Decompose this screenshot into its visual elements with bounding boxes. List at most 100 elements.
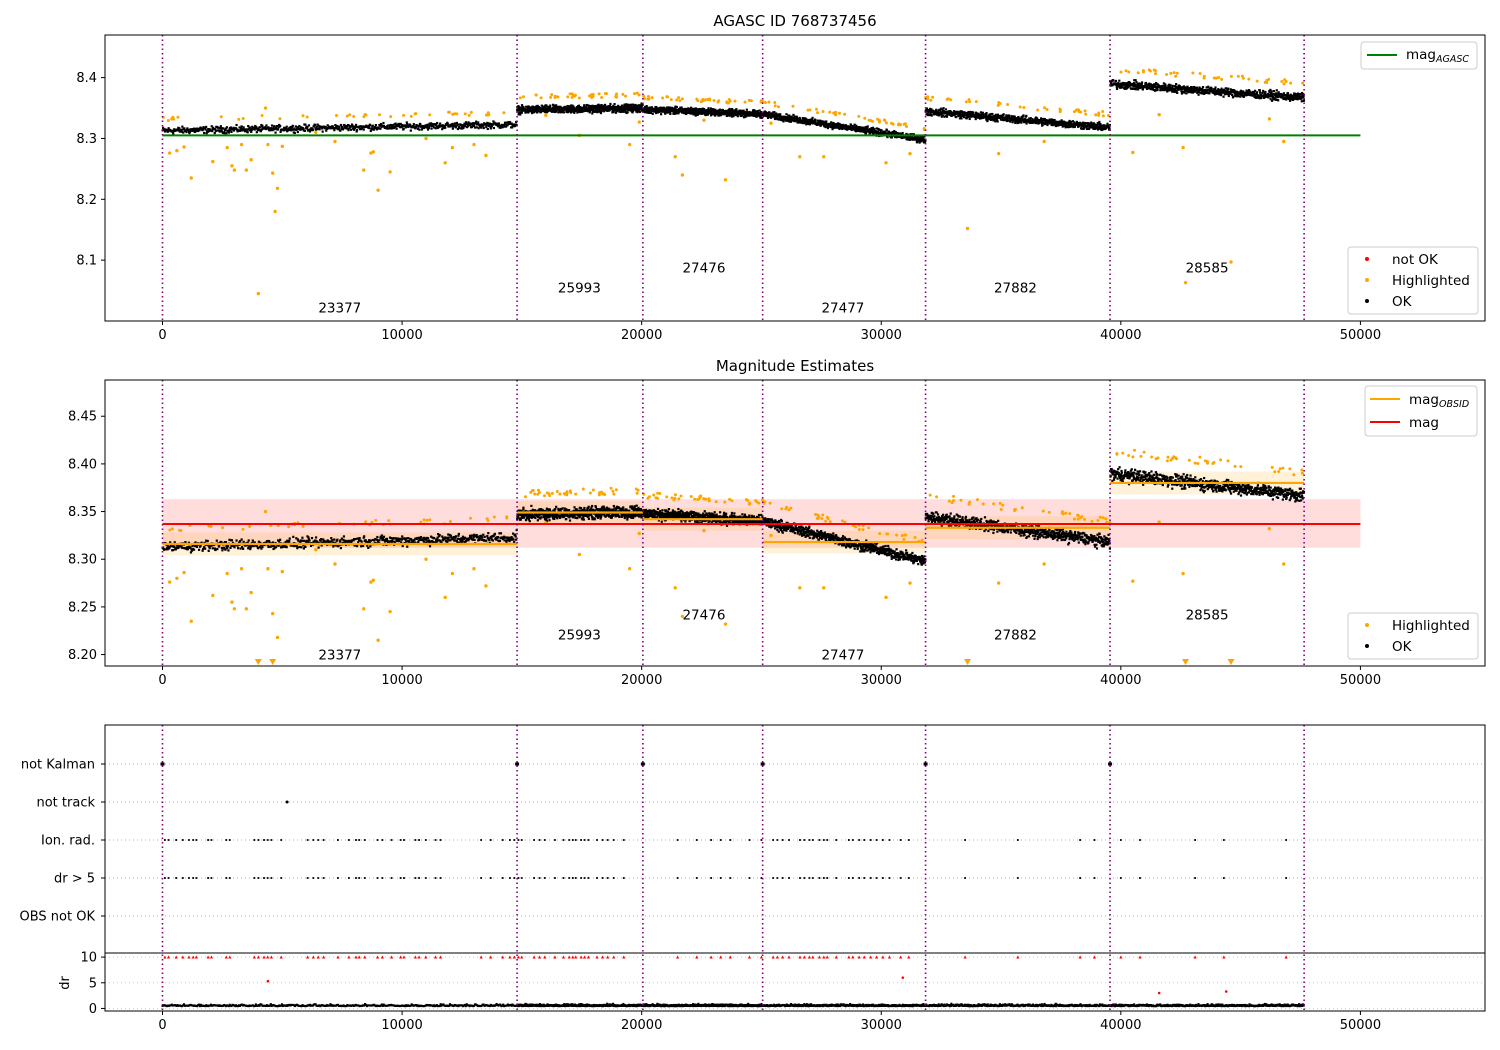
p1-ok-point	[318, 128, 321, 131]
p2-ok-point	[220, 541, 223, 544]
p1-ok-point	[1121, 85, 1124, 88]
p1-ok-point	[1282, 92, 1286, 95]
p1-ok-point	[929, 107, 932, 110]
p1-ok-point	[934, 111, 937, 114]
p1-ok-point	[694, 113, 698, 117]
p1-ok-point	[651, 112, 654, 115]
p1-ok-point	[1219, 89, 1222, 92]
p1-ok-point	[886, 136, 889, 139]
p1-ok-point	[214, 129, 217, 133]
p1-ok-point	[265, 124, 268, 127]
p1-highlighted-point-8	[239, 142, 244, 147]
p1-highlighted-fringe	[767, 100, 771, 104]
p1-ok-point	[941, 112, 944, 115]
p1-ok-point	[972, 112, 975, 115]
p1-ok-point	[1231, 88, 1234, 92]
p1-ok-point	[171, 130, 174, 134]
p2-ok-point	[203, 546, 206, 549]
p1-ytick-label-1: 8.2	[76, 193, 97, 208]
p1-ok-point	[993, 117, 996, 120]
p1-ok-point	[300, 126, 303, 129]
p1-ok-point	[210, 125, 213, 128]
p1-highlighted-point-32	[627, 142, 632, 147]
p1-ok-point	[1269, 98, 1272, 101]
p1-highlighted-fringe	[1240, 74, 1244, 78]
p1-ok-point	[593, 110, 597, 113]
p2-ok-point	[368, 539, 371, 542]
p2-ok-point	[267, 545, 270, 549]
p1-ok-point	[467, 121, 470, 124]
p1-ok-point	[270, 124, 274, 127]
p1-ok-point	[1245, 89, 1248, 92]
p1-ok-point	[253, 126, 256, 129]
p2-ok-point	[173, 545, 176, 549]
p1-ok-point	[819, 124, 822, 127]
p1-ok-point	[224, 128, 227, 131]
p1-highlighted-fringe	[677, 96, 681, 100]
p2-ok-point	[265, 541, 268, 544]
p1-ok-point	[1253, 95, 1256, 99]
p1-ok-point	[589, 105, 592, 108]
p2-ok-point	[239, 540, 242, 543]
p1-ok-point	[491, 123, 494, 126]
p1-ok-point	[915, 141, 919, 144]
p1-ok-point	[752, 111, 755, 114]
p1-highlighted-fringe	[964, 100, 968, 104]
p2-ok-point	[249, 546, 252, 549]
p2-ok-point	[166, 548, 169, 551]
p1-ok-point	[1298, 93, 1302, 96]
p2-ok-point	[190, 548, 193, 551]
p2-ok-point	[301, 536, 304, 539]
p1-ok-point	[1289, 93, 1292, 96]
p1-ok-point	[1241, 92, 1244, 95]
p1-highlighted-point-43	[965, 226, 970, 231]
p1-highlighted-fringe	[931, 95, 935, 99]
p1-ok-point	[436, 121, 439, 125]
p1-ok-point	[1171, 87, 1174, 90]
p1-ok-point	[792, 113, 795, 117]
p1-ok-point	[474, 126, 477, 129]
p1-ok-point	[1099, 123, 1102, 126]
p1-ok-point	[943, 115, 946, 118]
p1-ok-point	[391, 124, 395, 127]
p1-highlighted-fringe	[1101, 114, 1105, 118]
p1-highlighted-fringe	[996, 103, 1000, 107]
p1-ok-point	[1072, 123, 1075, 126]
p2-ok-point	[281, 544, 284, 548]
p1-ok-point	[1175, 89, 1178, 93]
p1-ok-point	[930, 114, 933, 117]
p1-ok-point	[1126, 82, 1129, 85]
p1-ok-point	[734, 113, 737, 117]
p1-highlighted-fringe	[834, 113, 838, 117]
p1-ok-point	[612, 104, 615, 107]
p1-ok-point	[1038, 121, 1041, 124]
p1-ok-point	[1262, 89, 1265, 93]
p1-ok-point	[496, 122, 499, 126]
p1-highlighted-fringe	[773, 104, 777, 108]
p1-ok-point	[1022, 121, 1026, 124]
p1-ok-point	[903, 136, 906, 139]
p1-ok-point	[520, 104, 524, 107]
p1-ok-point	[916, 136, 919, 139]
p2-ok-point	[184, 540, 187, 544]
p2-ok-point	[248, 544, 251, 548]
p1-ok-point	[427, 126, 431, 130]
p2-ok-point	[251, 539, 254, 542]
p1-ok-point	[1140, 83, 1143, 86]
p1-ok-point	[985, 118, 988, 121]
p1-ok-point	[968, 117, 971, 121]
p1-ok-point	[1125, 82, 1128, 85]
p1-ok-point	[612, 106, 615, 109]
p1-ok-point	[450, 125, 453, 128]
p1-ok-point	[1071, 120, 1075, 123]
p1-highlighted-fringe	[402, 113, 406, 117]
p1-ok-point	[1076, 123, 1079, 126]
p1-ok-point	[728, 113, 731, 116]
p2-ok-point	[284, 545, 287, 548]
p1-ok-point	[1226, 88, 1229, 91]
p1-ok-point	[987, 118, 991, 121]
p1-highlighted-fringe	[832, 111, 836, 115]
p1-highlighted-fringe	[486, 111, 490, 115]
p2-ok-point	[234, 544, 237, 547]
